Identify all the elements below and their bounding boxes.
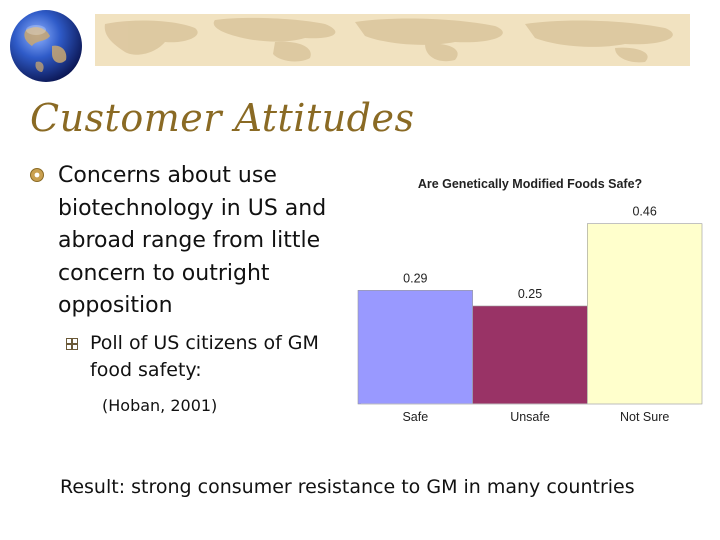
sub-bullet-icon: [66, 338, 78, 350]
data-label-unsafe: 0.25: [518, 287, 542, 301]
chart-title: Are Genetically Modified Foods Safe?: [418, 177, 642, 191]
world-map-watermark: [104, 17, 673, 63]
bullet-text: Concerns about use biotechnology in US a…: [58, 163, 327, 318]
slide-title: Customer Attitudes: [30, 96, 415, 140]
globe-icon: [10, 10, 82, 82]
data-label-safe: 0.29: [403, 271, 427, 285]
bar-safe: [357, 290, 473, 405]
citation: (Hoban, 2001): [102, 396, 218, 415]
bar-unsafe: [472, 305, 588, 405]
category-label-unsafe: Unsafe: [510, 410, 550, 424]
bar-not-sure: [587, 223, 703, 405]
bullet-icon: [30, 168, 44, 182]
category-label-safe: Safe: [402, 410, 428, 424]
bar-chart: Are Genetically Modified Foods Safe? 0.2…: [357, 177, 703, 424]
data-label-not-sure: 0.46: [632, 205, 656, 219]
result-text: Result: strong consumer resistance to GM…: [60, 476, 635, 498]
header-banner: [95, 14, 690, 66]
sub-bullet-text: Poll of US citizens of GM food safety:: [90, 332, 319, 381]
category-label-not-sure: Not Sure: [620, 410, 669, 424]
